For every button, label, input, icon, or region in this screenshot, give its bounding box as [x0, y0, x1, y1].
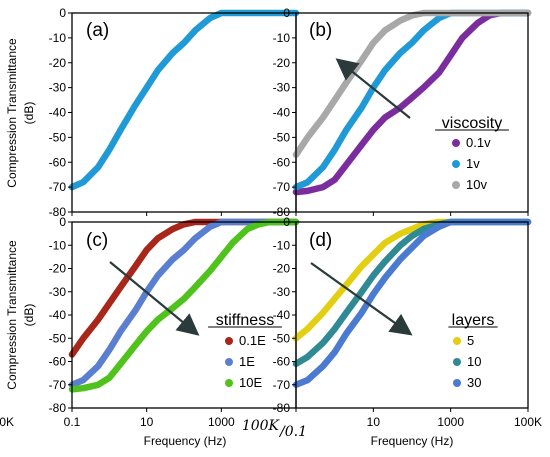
- y-tick-label-3-6: -60: [273, 355, 291, 369]
- y-tick-label-0-6: -60: [49, 155, 67, 169]
- y-tick-label-2-1: -10: [49, 238, 67, 252]
- y-tick-label-0-8: -80: [49, 205, 67, 219]
- legend-marker-3-2: [453, 379, 461, 387]
- middle-x-tick-label: 100K: [242, 418, 281, 434]
- legend-title-3: layers: [452, 312, 495, 329]
- panel-0: 0 -10 -20 -30 -40 -50 -60 -70 -80 (a): [49, 6, 300, 219]
- legend-item-3-0: 5: [467, 333, 474, 348]
- legend-item-2-0: 0.1E: [239, 333, 266, 348]
- x-tick-label-2-1: 10: [140, 415, 154, 429]
- legend-item-3-1: 10: [467, 354, 481, 369]
- trend-arrow-1: [335, 58, 411, 119]
- y-tick-label-3-8: -80: [273, 401, 291, 415]
- y-tick-label-2-7: -70: [49, 378, 67, 392]
- y-tick-label-2-8: -80: [49, 401, 67, 415]
- panel-2: 0-10-20-30-40-50-60-70-800.1101000100K(c…: [0, 215, 300, 429]
- y-tick-label-1-3: -30: [273, 81, 291, 95]
- legend-title-2: stiffness: [216, 312, 274, 329]
- y-tick-label-3-3: -30: [273, 285, 291, 299]
- y-tick-label-1-4: -40: [273, 106, 291, 120]
- panel-label-3: (d): [309, 230, 332, 251]
- y-tick-label-1-8: -80: [273, 205, 291, 219]
- x-tick-label-3-1: 1000: [437, 415, 464, 429]
- y-tick-label-2-3: -30: [49, 285, 67, 299]
- y-tick-label-2-4: -40: [49, 308, 67, 322]
- x-tick-label-3-2: 100K: [514, 415, 542, 429]
- y-tick-label-3-0: 0: [283, 215, 290, 229]
- legend-title-1: viscosity: [442, 115, 502, 132]
- panel-3: 0 -10 -20 -30 -40 -50 -60 -70 -80 10 1000 100K (d) la…: [273, 215, 542, 429]
- y-tick-label-0-4: -40: [49, 106, 67, 120]
- legend-marker-1-2: [452, 181, 460, 189]
- y-tick-label-2-0: 0: [59, 215, 66, 229]
- y-axis-label-bottom-line2: (dB): [22, 304, 36, 327]
- x-axis-label-left: Frequency (Hz): [144, 434, 227, 448]
- y-tick-label-3-5: -50: [273, 331, 291, 345]
- legend-marker-1-0: [452, 139, 460, 147]
- legend-marker-2-0: [225, 337, 233, 345]
- y-tick-label-3-4: -40: [273, 308, 291, 322]
- legend-item-2-1: 1E: [239, 354, 255, 369]
- y-axis-label-top-line2: (dB): [22, 102, 36, 125]
- x-axis-label-right: Frequency (Hz): [371, 434, 454, 448]
- panel-label-0: (a): [86, 20, 109, 41]
- middle-x-tick-suffix: /0.1: [278, 424, 307, 440]
- panel-1: 0 -10 -20 -30 -40 -50 -60 -70 -80 (b) viscosity 0.1…: [273, 6, 532, 219]
- legend-marker-2-2: [225, 379, 233, 387]
- y-tick-label-0-3: -30: [49, 81, 67, 95]
- legend-item-3-2: 30: [467, 375, 481, 390]
- series-line-2-2: [68, 218, 300, 393]
- y-tick-label-0-0: 0: [59, 6, 66, 20]
- legend-item-2-2: 10E: [239, 375, 262, 390]
- y-tick-label-1-6: -60: [273, 155, 291, 169]
- x-tick-label-2-2: 1000: [208, 415, 235, 429]
- y-tick-label-1-0: 0: [283, 6, 290, 20]
- y-tick-label-1-7: -70: [273, 180, 291, 194]
- y-tick-label-3-1: -10: [273, 238, 291, 252]
- y-tick-label-3-2: -20: [273, 262, 291, 276]
- panels: 0 -10 -20 -30 -40 -50 -60 -70 -80 (a) 0 -10 -20 -30 -4…: [0, 6, 542, 429]
- x-tick-label-2-3: 100K: [0, 415, 14, 429]
- legend-marker-3-1: [453, 358, 461, 366]
- trend-arrow-2: [109, 261, 200, 336]
- trend-arrow-3: [310, 262, 413, 336]
- legend-marker-1-1: [452, 160, 460, 168]
- y-tick-label-1-2: -20: [273, 56, 291, 70]
- legend-marker-2-1: [225, 358, 233, 366]
- y-tick-label-0-2: -20: [49, 56, 67, 70]
- legend-marker-3-0: [453, 337, 461, 345]
- y-tick-label-1-5: -50: [273, 130, 291, 144]
- y-tick-label-2-2: -20: [49, 262, 67, 276]
- y-tick-label-0-5: -50: [49, 130, 67, 144]
- legend-item-1-2: 10v: [466, 177, 487, 192]
- x-tick-label-3-0: 10: [367, 415, 381, 429]
- y-axis-label-top-line1: Compression Transmittance: [5, 38, 19, 188]
- legend-item-1-1: 1v: [466, 156, 480, 171]
- y-axis-label-bottom-line1: Compression Transmittance: [5, 240, 19, 390]
- y-tick-label-0-7: -70: [49, 180, 67, 194]
- y-tick-label-2-6: -60: [49, 355, 67, 369]
- y-tick-label-3-7: -70: [273, 378, 291, 392]
- legend-item-1-0: 0.1v: [466, 135, 491, 150]
- y-tick-label-1-1: -10: [273, 31, 291, 45]
- y-tick-label-0-1: -10: [49, 31, 67, 45]
- panel-label-1: (b): [309, 20, 332, 41]
- y-tick-label-2-5: -50: [49, 331, 67, 345]
- panel-label-2: (c): [86, 230, 108, 251]
- x-tick-label-2-0: 0.1: [64, 415, 81, 429]
